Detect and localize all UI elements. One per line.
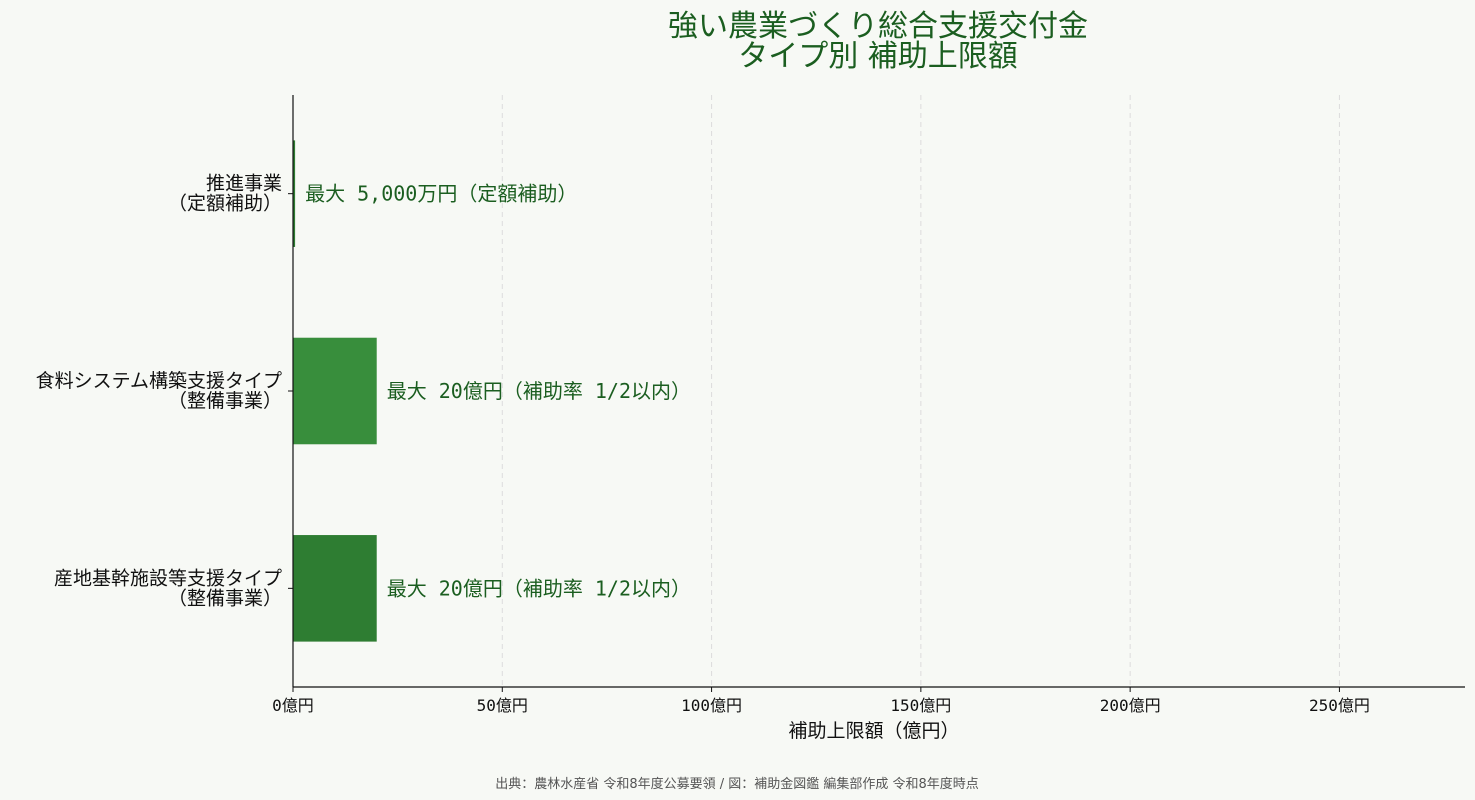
bar-1: [293, 337, 377, 445]
x-tick-label-5: 250億円: [1309, 696, 1370, 715]
category-label-0: 推進事業（定額補助）: [168, 173, 282, 215]
data-label-2: 最大 20億円（補助率 1/2以内）: [387, 576, 691, 600]
category-label-1-line-0: 食料システム構築支援タイプ: [36, 370, 282, 392]
data-label-1: 最大 20億円（補助率 1/2以内）: [387, 379, 691, 403]
x-tick-label-1: 50億円: [477, 696, 528, 715]
chart-title-line-2: タイプ別 補助上限額: [738, 39, 1018, 74]
x-tick-label-4: 200億円: [1100, 696, 1161, 715]
category-label-2-line-0: 産地基幹施設等支援タイプ: [54, 567, 282, 589]
bar-0: [293, 140, 296, 247]
data-label-0: 最大 5,000万円（定額補助）: [305, 182, 577, 206]
source-note: 出典：農林水産省 令和8年度公募要領 / 図：補助金図鑑 編集部作成 令和8年度…: [495, 776, 979, 792]
x-axis-label: 補助上限額（億円）: [788, 720, 959, 742]
category-label-2: 産地基幹施設等支援タイプ（整備事業）: [54, 567, 282, 609]
x-tick-label-2: 100億円: [681, 696, 742, 715]
chart-title-line-1: 強い農業づくり総合支援交付金: [668, 9, 1088, 44]
labels: 0億円 50億円 100億円 150億円 200億円 250億円 推進事業（定額補助） 最大 …: [36, 173, 1370, 715]
x-tick-label-0: 0億円: [272, 696, 314, 715]
x-tick-label-3: 150億円: [890, 696, 951, 715]
category-label-0-line-1: （定額補助）: [168, 193, 282, 215]
category-label-1: 食料システム構築支援タイプ（整備事業）: [36, 370, 282, 412]
category-label-2-line-1: （整備事業）: [168, 587, 282, 609]
bars: [293, 140, 377, 642]
bar-2: [293, 535, 377, 642]
axes: [288, 95, 1465, 692]
category-label-0-line-0: 推進事業: [206, 173, 282, 195]
category-label-1-line-1: （整備事業）: [168, 390, 282, 412]
